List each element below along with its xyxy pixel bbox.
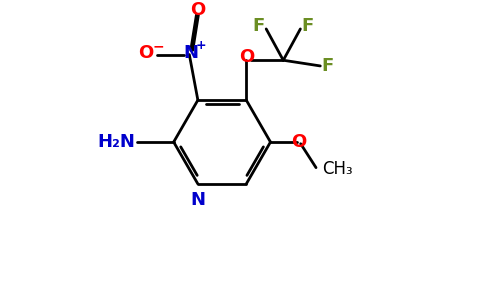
- Text: O: O: [190, 1, 205, 19]
- Text: +: +: [196, 39, 206, 52]
- Text: F: F: [302, 17, 314, 35]
- Text: F: F: [253, 17, 265, 35]
- Text: N: N: [183, 44, 198, 62]
- Text: CH₃: CH₃: [322, 160, 352, 178]
- Text: F: F: [322, 57, 334, 75]
- Text: N: N: [190, 191, 205, 209]
- Text: −: −: [152, 39, 164, 53]
- Text: O: O: [239, 48, 254, 66]
- Text: O: O: [291, 133, 306, 151]
- Text: O: O: [138, 44, 154, 62]
- Text: H₂N: H₂N: [97, 133, 135, 151]
